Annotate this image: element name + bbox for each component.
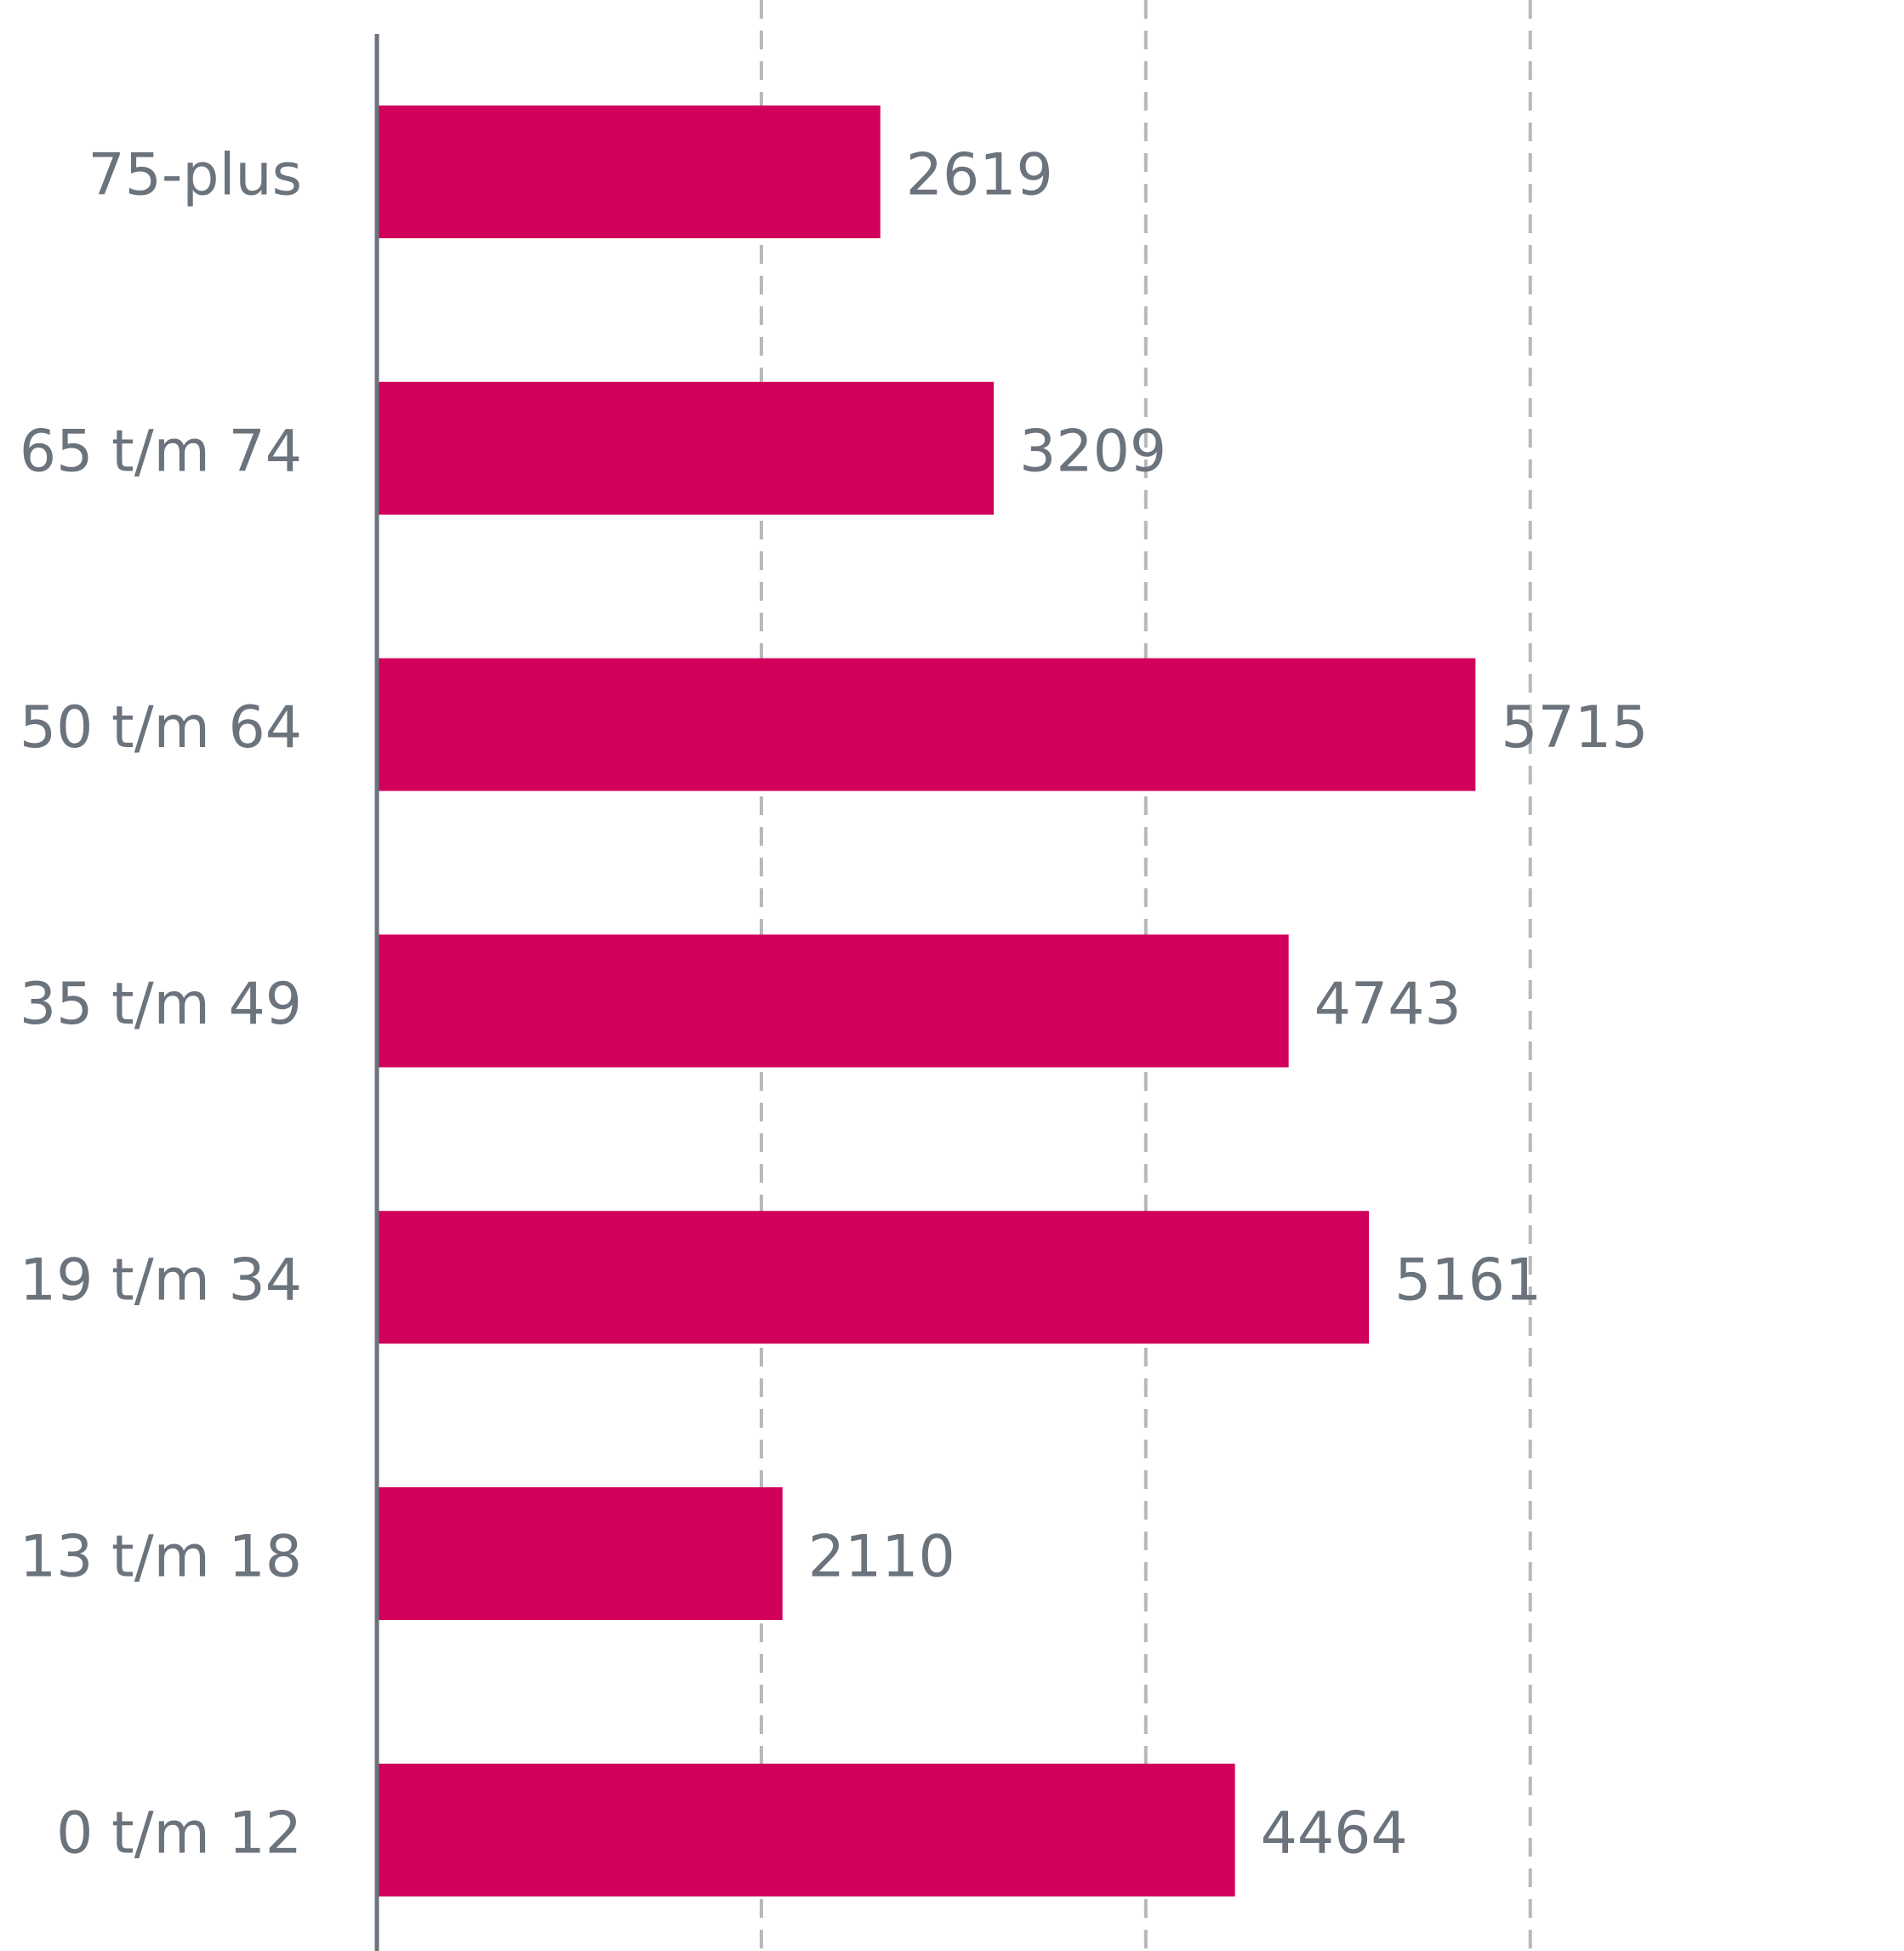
y-tick-label: 35 t/m 49	[20, 971, 302, 1038]
bar	[377, 658, 1476, 791]
y-tick-label: 50 t/m 64	[20, 694, 302, 762]
bar	[377, 934, 1289, 1068]
bar	[377, 1211, 1370, 1344]
bar	[377, 106, 881, 238]
y-tick-label: 13 t/m 18	[20, 1524, 302, 1591]
value-label: 2619	[906, 142, 1053, 209]
bar	[377, 1763, 1235, 1897]
value-label: 5715	[1501, 694, 1648, 762]
y-tick-label: 19 t/m 34	[20, 1247, 302, 1315]
value-label: 4464	[1261, 1800, 1408, 1867]
value-label: 2110	[808, 1524, 955, 1591]
bar	[377, 1487, 783, 1620]
value-label: 3209	[1019, 418, 1166, 485]
value-label: 4743	[1314, 971, 1462, 1038]
y-tick-label: 65 t/m 74	[20, 418, 302, 485]
y-tick-label: 0 t/m 12	[56, 1800, 302, 1867]
value-label: 5161	[1394, 1247, 1542, 1315]
bar	[377, 381, 995, 515]
y-tick-label: 75-plus	[88, 142, 302, 209]
